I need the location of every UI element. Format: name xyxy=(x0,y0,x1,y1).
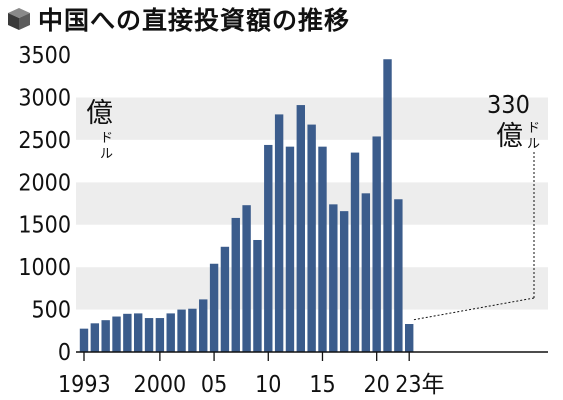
bar-2016 xyxy=(329,204,338,352)
chart-title: 中国への直接投資額の推移 xyxy=(38,6,351,35)
x-tick-label: 20 xyxy=(364,372,390,398)
y-tick-label: 3500 xyxy=(18,43,71,69)
y-unit-sub: ド ル xyxy=(100,131,117,162)
bar-2007 xyxy=(231,217,240,352)
bar-2004 xyxy=(199,299,208,352)
latest-value-annotation: 330 億 ド ル xyxy=(412,90,544,321)
y-unit-sub-char-2: ル xyxy=(100,147,113,162)
bar-1997 xyxy=(123,313,132,352)
annotation-unit-sub-char-2: ル xyxy=(527,137,540,152)
bar-2011 xyxy=(274,114,284,353)
annotation-unit-main: 億 xyxy=(496,121,523,152)
bar-2017 xyxy=(339,211,349,352)
bar-2020 xyxy=(372,136,381,352)
y-axis-ticks: 0 500 1000 1500 2000 2500 3000 3500 xyxy=(18,43,71,366)
bar-2010 xyxy=(264,144,273,352)
x-tick-label: 23年 xyxy=(395,372,444,398)
y-tick-label: 3000 xyxy=(18,85,71,111)
y-unit-main: 億 xyxy=(86,98,113,129)
y-tick-label: 0 xyxy=(58,340,71,366)
bar-2002 xyxy=(177,309,186,352)
bar-1993 xyxy=(79,328,89,352)
bar-2019 xyxy=(361,193,371,352)
annotation-value: 330 xyxy=(487,90,530,119)
y-tick-label: 1000 xyxy=(18,255,71,281)
bar-2008 xyxy=(242,205,251,352)
bar-2021 xyxy=(383,59,392,353)
annotation-unit-sub-char-1: ド xyxy=(527,121,540,136)
annotation-leader-line-tail xyxy=(412,297,535,321)
bar-2014 xyxy=(307,124,316,352)
cube-icon xyxy=(8,8,30,30)
bar-2003 xyxy=(188,308,197,352)
bar-2023 xyxy=(405,324,414,352)
y-tick-label: 2500 xyxy=(18,128,71,154)
bar-2012 xyxy=(285,146,295,352)
y-tick-label: 1500 xyxy=(18,213,71,239)
bar-2018 xyxy=(350,152,360,352)
x-tick-label: 05 xyxy=(201,372,227,398)
bar-1996 xyxy=(112,316,121,352)
bar-2006 xyxy=(220,246,230,352)
chart-header: 中国への直接投資額の推移 xyxy=(6,2,350,36)
bar-2000 xyxy=(155,318,165,352)
bar-2001 xyxy=(166,313,175,352)
bar-2005 xyxy=(209,263,219,352)
bar-1995 xyxy=(101,320,110,352)
y-unit-sub-char-1: ド xyxy=(100,131,113,146)
x-tick-label: 1993 xyxy=(58,372,111,398)
x-axis-ticks: 1993 2000 05 10 15 20 23年 xyxy=(58,352,445,398)
x-tick-label: 10 xyxy=(255,372,281,398)
grid-band xyxy=(76,55,548,98)
x-tick-label: 2000 xyxy=(134,372,187,398)
bars xyxy=(79,59,414,353)
bar-2013 xyxy=(296,105,305,352)
bar-1998 xyxy=(134,313,143,352)
y-tick-label: 2000 xyxy=(18,170,71,196)
annotation-unit-sub: ド ル xyxy=(527,121,544,152)
bar-2009 xyxy=(253,239,262,352)
x-tick-label: 15 xyxy=(309,372,335,398)
bar-2022 xyxy=(394,199,403,352)
bar-2015 xyxy=(318,146,327,352)
y-tick-label: 500 xyxy=(32,298,72,324)
bar-1999 xyxy=(144,318,154,352)
bar-1994 xyxy=(90,323,100,352)
